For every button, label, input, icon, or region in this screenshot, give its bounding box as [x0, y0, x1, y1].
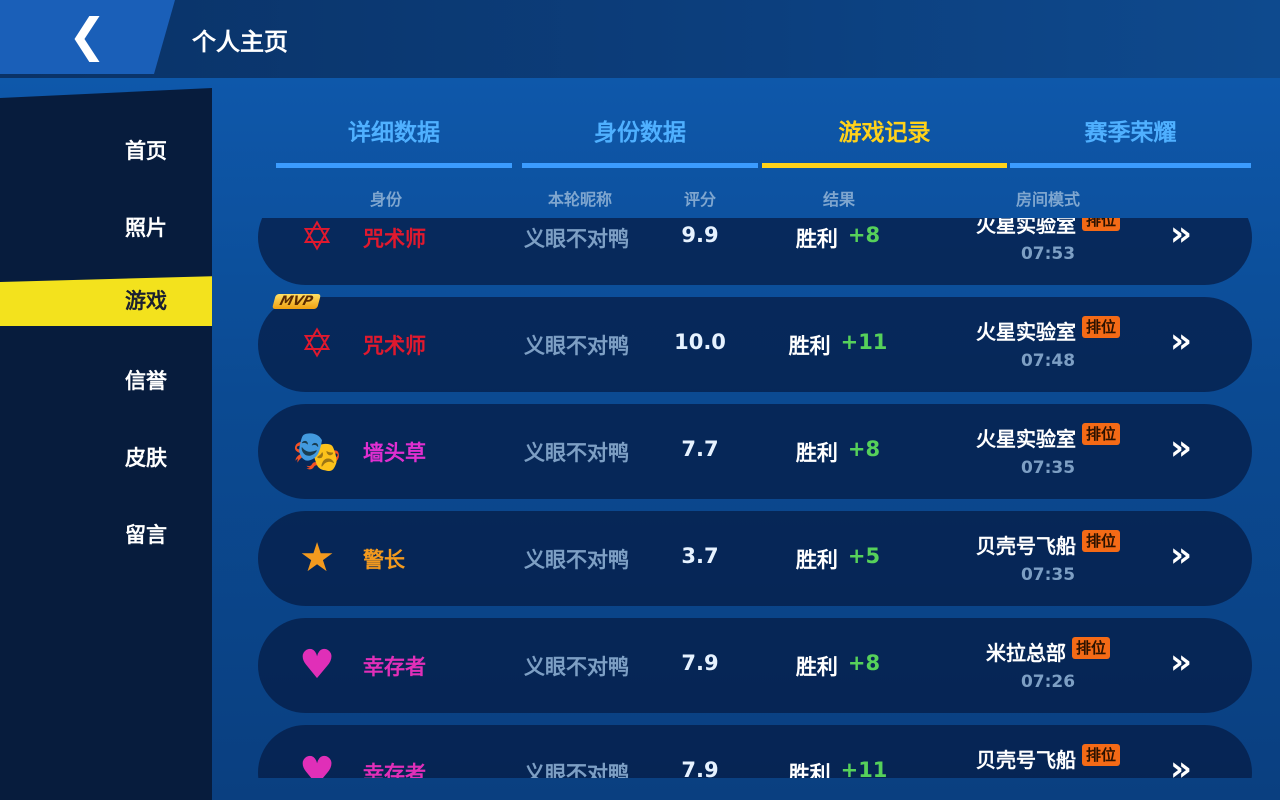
tab-detailed-data[interactable]: 详细数据	[276, 110, 512, 168]
double-chevron-right-icon[interactable]: »	[1170, 218, 1192, 254]
result-text: 胜利	[795, 548, 838, 572]
game-record-list[interactable]: ✡ 咒术师 义眼不对鸭 9.9 胜利 +8 火星实验室 排位 07:53» MVP ✡ 咒术师 义眼不对…	[258, 218, 1258, 778]
column-header-role: 身份	[369, 190, 403, 209]
column-header-result: 结果	[822, 190, 856, 209]
survivor-shield-icon: ♥	[299, 642, 335, 688]
role-name: 咒术师	[363, 227, 426, 251]
sidebar-item-photos[interactable]: 照片	[125, 216, 167, 240]
score-value: 7.9	[681, 758, 719, 778]
result-text: 胜利	[788, 334, 831, 358]
sidebar-item-skins[interactable]: 皮肤	[125, 446, 167, 470]
role-name: 幸存者	[363, 762, 426, 778]
survivor-shield-icon: ♥	[299, 749, 335, 778]
result-text: 胜利	[795, 655, 838, 679]
ranked-badge: 排位	[1082, 530, 1121, 552]
record-row[interactable]: ★ 警长 义眼不对鸭 3.7 胜利 +5 贝壳号飞船 排位 07:35 »	[258, 511, 1252, 606]
map-name: 火星实验室	[976, 427, 1076, 451]
score-value: 3.7	[681, 544, 719, 568]
record-row[interactable]: 🎭 墙头草 义眼不对鸭 7.7 胜利 +8 火星实验室 排位 07:35 »	[258, 404, 1252, 499]
column-header-score: 评分	[683, 190, 717, 209]
rank-delta: +11	[840, 330, 888, 354]
rank-delta: +5	[847, 544, 881, 568]
double-chevron-right-icon[interactable]: »	[1170, 749, 1192, 778]
role-name: 墙头草	[363, 441, 426, 465]
ranked-badge: 排位	[1082, 423, 1121, 445]
rank-delta: +8	[847, 437, 881, 461]
time-value: 07:53	[1020, 244, 1076, 264]
page-title: 个人主页	[192, 28, 288, 56]
chevron-left-icon: ❮	[68, 8, 107, 62]
double-chevron-right-icon[interactable]: »	[1170, 642, 1192, 682]
tab-bar: 详细数据 身份数据 游戏记录 赛季荣耀	[276, 110, 1251, 170]
score-value: 7.7	[681, 437, 719, 461]
sidebar-item-reputation[interactable]: 信誉	[125, 369, 167, 393]
time-value: 07:48	[1020, 351, 1076, 371]
result-text: 胜利	[795, 441, 838, 465]
role-name: 幸存者	[363, 655, 426, 679]
time-value: 07:35	[1020, 565, 1076, 585]
record-row[interactable]: ♥ 幸存者 义眼不对鸭 7.9 胜利 +11 贝壳号飞船 排位 »	[258, 725, 1252, 778]
nickname: 义眼不对鸭	[524, 334, 629, 358]
map-name: 贝壳号飞船	[976, 534, 1076, 558]
sidebar-item-games[interactable]: 游戏	[0, 276, 212, 326]
sidebar: 首页 照片 游戏 信誉 皮肤 留言	[0, 88, 212, 800]
tab-season-honors[interactable]: 赛季荣耀	[1010, 110, 1251, 168]
map-name: 火星实验室	[976, 320, 1076, 344]
time-value: 07:35	[1020, 458, 1076, 478]
rank-delta: +8	[847, 223, 881, 247]
sorcerer-icon: ✡	[300, 321, 334, 367]
mask-icon: 🎭	[292, 428, 342, 475]
sidebar-item-messages[interactable]: 留言	[125, 523, 167, 547]
sheriff-badge-icon: ★	[299, 535, 335, 581]
ranked-badge: 排位	[1082, 744, 1121, 766]
sorcerer-icon: ✡	[300, 218, 334, 260]
column-header-mode: 房间模式	[1015, 190, 1081, 209]
score-value: 9.9	[681, 223, 719, 247]
double-chevron-right-icon[interactable]: »	[1170, 535, 1192, 575]
nickname: 义眼不对鸭	[524, 548, 629, 572]
rank-delta: +11	[840, 758, 888, 778]
result-text: 胜利	[795, 227, 838, 251]
nickname: 义眼不对鸭	[524, 762, 629, 778]
score-value: 10.0	[674, 330, 726, 354]
nickname: 义眼不对鸭	[524, 227, 629, 251]
record-row[interactable]: ✡ 咒术师 义眼不对鸭 9.9 胜利 +8 火星实验室 排位 07:53 »	[258, 218, 1252, 285]
score-value: 7.9	[681, 651, 719, 675]
double-chevron-right-icon[interactable]: »	[1170, 321, 1192, 361]
ranked-badge: 排位	[1082, 218, 1121, 231]
tab-game-records[interactable]: 游戏记录	[762, 110, 1007, 168]
time-value: 07:26	[1020, 672, 1076, 692]
map-name: 贝壳号飞船	[976, 748, 1076, 772]
result-text: 胜利	[788, 762, 831, 778]
top-bar: ❮ 个人主页	[0, 0, 1280, 78]
record-row[interactable]: ♥ 幸存者 义眼不对鸭 7.9 胜利 +8 米拉总部 排位 07:26 »	[258, 618, 1252, 713]
sidebar-item-home[interactable]: 首页	[125, 139, 167, 163]
record-row[interactable]: MVP ✡ 咒术师 义眼不对鸭 10.0 胜利 +11 火星实验室 排位 07:48 »	[258, 294, 1252, 392]
double-chevron-right-icon[interactable]: »	[1170, 428, 1192, 468]
ranked-badge: 排位	[1072, 637, 1111, 659]
tab-role-data[interactable]: 身份数据	[522, 110, 758, 168]
rank-delta: +8	[847, 651, 881, 675]
map-name: 火星实验室	[976, 218, 1076, 237]
ranked-badge: 排位	[1082, 316, 1121, 338]
mvp-badge: MVP	[271, 294, 321, 309]
nickname: 义眼不对鸭	[524, 655, 629, 679]
back-button[interactable]: ❮	[0, 0, 175, 74]
column-header-nick: 本轮昵称	[547, 190, 613, 209]
nickname: 义眼不对鸭	[524, 441, 629, 465]
role-name: 咒术师	[363, 334, 426, 358]
map-name: 米拉总部	[986, 641, 1066, 665]
role-name: 警长	[363, 548, 405, 572]
